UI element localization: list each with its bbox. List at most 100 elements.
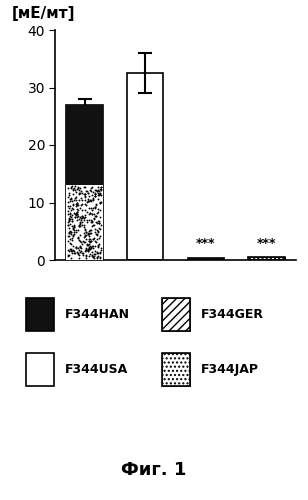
Point [74, 210, 79, 218]
Point [93, 200, 98, 208]
Point [80, 221, 85, 229]
Point [75, 206, 80, 214]
Point [67, 197, 72, 205]
Point [83, 252, 88, 260]
Point [88, 246, 93, 254]
Point [86, 244, 91, 252]
Point [66, 229, 71, 237]
Point [94, 230, 99, 237]
Point [87, 197, 92, 205]
Point [80, 206, 85, 214]
Point [73, 249, 78, 257]
Point [76, 232, 81, 240]
Point [73, 244, 78, 252]
Point [69, 183, 74, 191]
Point [98, 232, 103, 239]
Point [72, 248, 77, 256]
Point [94, 186, 99, 194]
Point [85, 230, 90, 237]
Point [88, 226, 93, 234]
Point [67, 245, 72, 253]
Point [98, 186, 103, 194]
Point [80, 249, 85, 257]
Bar [188, 258, 224, 260]
Point [84, 208, 89, 216]
Point [71, 249, 76, 257]
Point [67, 217, 72, 225]
Point [92, 192, 97, 200]
Point [71, 200, 76, 208]
Point [74, 244, 79, 252]
Point [80, 212, 85, 220]
Point [95, 183, 100, 191]
Point [67, 216, 71, 224]
Point [94, 187, 99, 195]
Point [76, 186, 81, 194]
Point [66, 214, 71, 222]
Point [82, 238, 87, 246]
Point [80, 200, 85, 207]
Point [93, 192, 98, 200]
Point [95, 208, 100, 216]
Point [92, 212, 97, 220]
Point [96, 217, 101, 225]
Point [83, 228, 88, 236]
Point [87, 252, 91, 260]
Point [76, 250, 81, 258]
Point [79, 238, 83, 246]
Point [68, 195, 73, 203]
Point [68, 230, 73, 237]
Point [73, 186, 78, 194]
Point [89, 244, 94, 252]
Point [98, 213, 103, 221]
Point [65, 222, 70, 230]
Point [84, 245, 89, 253]
Point [91, 254, 96, 262]
Point [77, 184, 82, 192]
Point [71, 224, 75, 232]
Point [75, 185, 79, 193]
Point [72, 221, 77, 229]
Point [72, 184, 77, 192]
Point [69, 247, 74, 255]
Point [91, 196, 96, 203]
Point [98, 200, 103, 207]
Point [92, 228, 97, 235]
Point [87, 186, 92, 194]
Point [95, 196, 100, 203]
Point [83, 193, 88, 201]
Bar [127, 73, 164, 260]
Point [93, 225, 98, 233]
Point [94, 218, 99, 226]
Point [71, 242, 75, 250]
Point [95, 250, 99, 258]
Point [95, 231, 100, 239]
Point [90, 194, 95, 202]
Point [83, 225, 87, 233]
Point [98, 183, 103, 191]
Point [92, 192, 97, 200]
Point [84, 246, 89, 254]
Point [77, 242, 82, 250]
Point [78, 244, 83, 252]
Point [83, 231, 88, 239]
Point [66, 232, 71, 239]
Point [66, 184, 71, 192]
Point [67, 229, 71, 237]
Point [95, 254, 99, 262]
Point [96, 219, 101, 227]
Point [78, 214, 83, 222]
Point [79, 212, 84, 220]
Point [99, 185, 103, 193]
Point [68, 246, 73, 254]
Point [73, 194, 78, 202]
Point [94, 226, 99, 234]
Point [97, 219, 102, 227]
Point [87, 234, 92, 242]
Point [97, 189, 102, 197]
Point [77, 222, 82, 230]
Point [93, 242, 98, 250]
Point [98, 249, 103, 257]
Point [85, 188, 90, 196]
Point [86, 204, 91, 212]
